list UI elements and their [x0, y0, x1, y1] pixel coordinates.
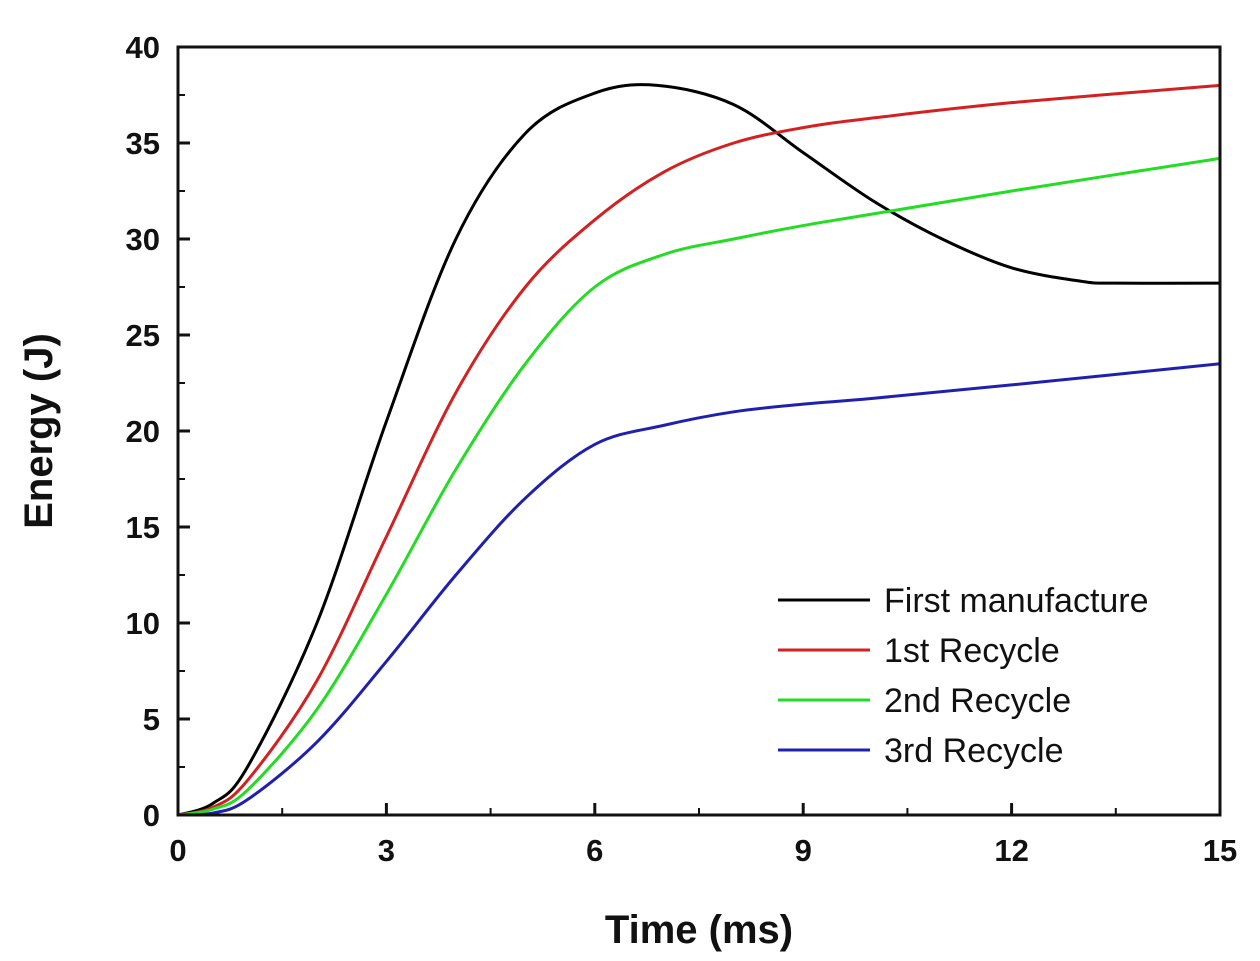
series-line-3rd-recycle — [177, 362, 1221, 817]
y-tick-label: 30 — [126, 222, 160, 257]
y-axis-label: Energy (J) — [17, 333, 61, 529]
x-axis-label: Time (ms) — [605, 908, 793, 952]
legend-label: First manufacture — [884, 582, 1149, 620]
axes: 0 3 6 9 12 15 0 5 10 15 20 25 30 35 40 — [126, 30, 1238, 868]
legend-label: 1st Recycle — [884, 632, 1060, 670]
legend-label: 2nd Recycle — [884, 682, 1071, 720]
x-tick-label: 15 — [1203, 833, 1237, 868]
legend: First manufacture 1st Recycle 2nd Recycle 3… — [778, 582, 1149, 770]
x-tick-label: 9 — [795, 833, 812, 868]
y-tick-label: 35 — [126, 126, 160, 161]
x-tick-label: 0 — [169, 833, 186, 868]
y-tick-label: 25 — [126, 318, 160, 353]
series-line-1st-recycle — [177, 83, 1221, 817]
y-tick-label: 0 — [143, 798, 160, 833]
x-tick-label: 6 — [586, 833, 603, 868]
x-tick-label: 3 — [378, 833, 395, 868]
y-tick-label: 20 — [126, 414, 160, 449]
series-lines — [177, 83, 1221, 817]
series-line-first-manufacture — [177, 83, 1221, 817]
y-tick-label: 5 — [143, 702, 160, 737]
series-line-2nd-recycle — [177, 156, 1221, 817]
legend-label: 3rd Recycle — [884, 732, 1064, 770]
y-tick-label: 15 — [126, 510, 160, 545]
x-tick-label: 12 — [994, 833, 1028, 868]
y-tick-label: 40 — [126, 30, 160, 65]
y-tick-label: 10 — [126, 606, 160, 641]
